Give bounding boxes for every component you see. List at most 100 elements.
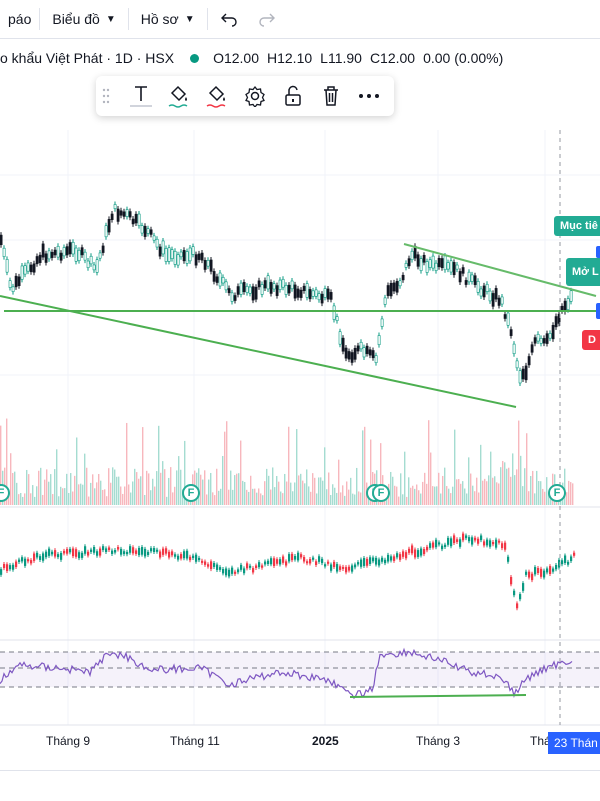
rsi-divergence-line[interactable] bbox=[349, 694, 527, 698]
price-scale-marker bbox=[596, 303, 600, 319]
candle-body bbox=[36, 552, 39, 558]
drawing-toolbar bbox=[96, 76, 394, 116]
candle-body bbox=[458, 271, 462, 283]
event-marker[interactable]: F bbox=[548, 484, 566, 502]
candle-body bbox=[524, 365, 528, 381]
redo-button[interactable] bbox=[250, 0, 284, 38]
candle-body bbox=[120, 548, 123, 555]
candle-body bbox=[117, 547, 120, 550]
volume-bar bbox=[252, 488, 254, 505]
volume-bar bbox=[286, 481, 288, 505]
candle-body bbox=[137, 213, 141, 226]
candle-body bbox=[294, 555, 297, 560]
candle-body bbox=[123, 551, 126, 555]
trash-icon[interactable] bbox=[312, 76, 350, 116]
candle-body bbox=[573, 552, 576, 556]
volume-bar bbox=[564, 468, 566, 505]
volume-bar bbox=[356, 467, 358, 505]
candle-body bbox=[312, 557, 315, 560]
volume-bar bbox=[274, 487, 276, 505]
candle-body bbox=[401, 274, 405, 281]
candle-body bbox=[32, 263, 36, 273]
candle-body bbox=[168, 551, 171, 558]
candle-body bbox=[516, 603, 519, 609]
x-axis-label-mar: Tháng 3 bbox=[416, 734, 461, 748]
volume-bar bbox=[540, 481, 542, 505]
event-marker-text: F bbox=[0, 487, 5, 499]
fill-bucket-icon[interactable] bbox=[160, 76, 198, 116]
market-status-dot bbox=[190, 53, 200, 63]
topbar-item-alerts[interactable]: páo bbox=[0, 0, 39, 38]
target-label[interactable]: Mục tiê bbox=[554, 216, 600, 236]
profile-menu-button[interactable]: Hồ sơ ▼ bbox=[129, 0, 207, 38]
resistance-trendline[interactable] bbox=[403, 243, 597, 297]
candle-body bbox=[342, 566, 345, 569]
line-color-icon[interactable] bbox=[198, 76, 236, 116]
volume-bar bbox=[56, 449, 58, 505]
stop-label[interactable]: D bbox=[582, 330, 600, 350]
divider bbox=[39, 8, 41, 30]
candle-body bbox=[234, 571, 237, 574]
candle-body bbox=[266, 275, 270, 290]
candle-body bbox=[66, 549, 69, 554]
event-marker[interactable]: F bbox=[372, 484, 390, 502]
drag-handle-icon[interactable] bbox=[96, 76, 116, 116]
volume-bar bbox=[294, 482, 296, 505]
candle-body bbox=[369, 557, 372, 564]
symbol-title[interactable]: o khẩu Việt Phát · 1D · HSX bbox=[0, 50, 175, 66]
volume-bar bbox=[336, 492, 338, 505]
open-long-label[interactable]: Mở L bbox=[566, 258, 600, 286]
volume-bar bbox=[480, 444, 482, 505]
candle-body bbox=[447, 537, 450, 545]
volume-bar bbox=[344, 495, 346, 505]
volume-bar bbox=[346, 481, 348, 505]
volume-bar bbox=[26, 469, 28, 505]
volume-bar bbox=[202, 479, 204, 505]
volume-bar bbox=[124, 486, 126, 505]
candle-body bbox=[390, 556, 393, 561]
volume-bar bbox=[266, 468, 268, 505]
candle-body bbox=[419, 258, 423, 271]
volume-bar bbox=[84, 453, 86, 505]
candle-body bbox=[45, 551, 48, 558]
more-icon[interactable] bbox=[350, 76, 388, 116]
volume-bar bbox=[206, 494, 208, 505]
candle-body bbox=[81, 552, 84, 558]
candle-body bbox=[203, 260, 207, 270]
volume-bar bbox=[496, 482, 498, 505]
undo-button[interactable] bbox=[208, 0, 250, 38]
candle-body bbox=[51, 551, 54, 555]
volume-bar bbox=[298, 475, 300, 505]
candle-body bbox=[506, 312, 510, 326]
candle-body bbox=[224, 281, 228, 291]
text-icon[interactable] bbox=[122, 76, 160, 116]
volume-bar bbox=[176, 470, 178, 505]
event-marker[interactable]: F bbox=[0, 484, 10, 502]
event-marker[interactable]: F bbox=[182, 484, 200, 502]
candle-body bbox=[503, 314, 507, 319]
unlock-icon[interactable] bbox=[274, 76, 312, 116]
candle-body bbox=[87, 551, 90, 556]
volume-bar bbox=[62, 488, 64, 505]
volume-bar bbox=[38, 470, 40, 505]
candle-body bbox=[539, 338, 543, 344]
chart-menu-button[interactable]: Biểu đồ ▼ bbox=[40, 0, 127, 38]
volume-bar bbox=[316, 493, 318, 505]
volume-bar bbox=[60, 486, 62, 505]
volume-bar bbox=[500, 467, 502, 505]
gear-icon[interactable] bbox=[236, 76, 274, 116]
volume-bar bbox=[292, 491, 294, 505]
volume-bar bbox=[242, 480, 244, 505]
candle-body bbox=[513, 590, 516, 596]
candle-body bbox=[500, 296, 504, 305]
support-trendline[interactable] bbox=[0, 295, 517, 408]
volume-bar bbox=[12, 473, 14, 505]
candle-body bbox=[11, 286, 15, 292]
volume-bar bbox=[450, 493, 452, 505]
candle-body bbox=[122, 211, 126, 217]
candle-body bbox=[380, 318, 384, 327]
candle-body bbox=[530, 344, 534, 353]
candle-body bbox=[300, 554, 303, 558]
candle-body bbox=[518, 370, 522, 384]
